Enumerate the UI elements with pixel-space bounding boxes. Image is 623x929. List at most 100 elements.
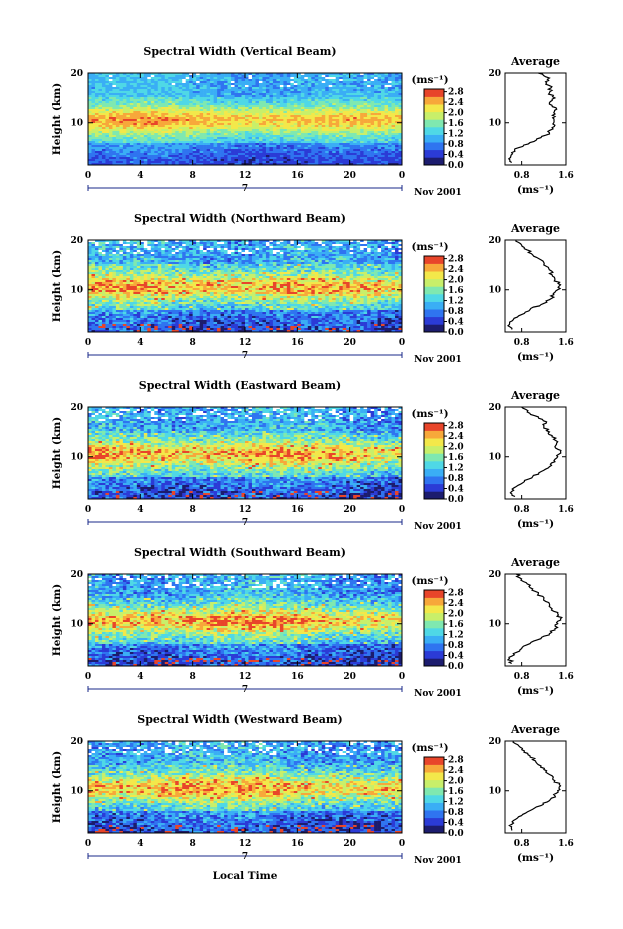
heatmap-cell [235, 95, 239, 97]
heatmap-cell [126, 111, 130, 113]
heatmap-cell [112, 246, 116, 248]
heatmap-cell [308, 115, 312, 117]
heatmap-cell [287, 153, 291, 155]
heatmap-cell [186, 254, 190, 256]
heatmap-cell [395, 143, 399, 145]
heatmap-cell [364, 85, 368, 87]
heatmap-cell [294, 147, 298, 149]
heatmap-cell [385, 254, 389, 256]
heatmap-cell [318, 91, 322, 93]
heatmap-cell [231, 159, 235, 161]
heatmap-cell [315, 244, 319, 246]
heatmap-cell [137, 252, 141, 254]
heatmap-cell [259, 105, 263, 107]
heatmap-cell [350, 141, 354, 143]
heatmap-cell [318, 248, 322, 250]
heatmap-cell [381, 157, 385, 159]
heatmap-cell [210, 125, 214, 127]
heatmap-cell [119, 119, 123, 121]
heatmap-cell [210, 109, 214, 111]
heatmap-cell [133, 139, 137, 141]
heatmap-cell [343, 153, 347, 155]
heatmap-cell [158, 83, 162, 85]
heatmap-cell [311, 105, 315, 107]
heatmap-cell [147, 250, 151, 252]
heatmap-cell [332, 97, 336, 99]
heatmap-cell [221, 135, 225, 137]
heatmap-cell [245, 81, 249, 83]
heatmap-cell [311, 131, 315, 133]
heatmap-cell [304, 139, 308, 141]
heatmap-cell [214, 91, 218, 93]
heatmap-cell [224, 75, 228, 77]
heatmap-cell [297, 99, 301, 101]
heatmap-cell [357, 91, 361, 93]
heatmap-cell [116, 119, 120, 121]
heatmap-cell [364, 125, 368, 127]
heatmap-cell [311, 248, 315, 250]
heatmap-cell [343, 101, 347, 103]
heatmap-cell [95, 131, 99, 133]
heatmap-cell [231, 93, 235, 95]
heatmap-cell [378, 107, 382, 109]
heatmap-cell [311, 115, 315, 117]
heatmap-cell [381, 111, 385, 113]
heatmap-cell [311, 79, 315, 81]
heatmap-cell [322, 93, 326, 95]
heatmap-cell [385, 153, 389, 155]
heatmap-cell [91, 157, 95, 159]
heatmap-cell [329, 103, 333, 105]
heatmap-cell [311, 123, 315, 125]
heatmap-cell [140, 137, 144, 139]
heatmap-cell [367, 101, 371, 103]
heatmap-cell [200, 85, 204, 87]
heatmap-cell [311, 145, 315, 147]
heatmap-cell [329, 83, 333, 85]
heatmap-cell [329, 97, 333, 99]
heatmap-cell [273, 79, 277, 81]
heatmap-cell [294, 95, 298, 97]
heatmap-cell [287, 139, 291, 141]
heatmap-cell [158, 137, 162, 139]
heatmap-cell [221, 81, 225, 83]
heatmap-cell [290, 135, 294, 137]
heatmap-cell [221, 127, 225, 129]
heatmap-cell [158, 95, 162, 97]
heatmap-cell [165, 83, 169, 85]
heatmap-cell [193, 155, 197, 157]
heatmap-cell [301, 145, 305, 147]
heatmap-cell [322, 137, 326, 139]
heatmap-cell [318, 87, 322, 89]
heatmap-cell [210, 111, 214, 113]
heatmap-cell [116, 159, 120, 161]
heatmap-cell [332, 133, 336, 135]
heatmap-cell [221, 85, 225, 87]
heatmap-cell [308, 129, 312, 131]
heatmap-cell [304, 153, 308, 155]
heatmap-cell [123, 79, 127, 81]
heatmap-cell [287, 254, 291, 256]
heatmap-cell [325, 97, 329, 99]
heatmap-cell [290, 87, 294, 89]
heatmap-cell [203, 103, 207, 105]
heatmap-cell [217, 121, 221, 123]
heatmap-cell [130, 117, 134, 119]
heatmap-cell [235, 107, 239, 109]
heatmap-cell [252, 147, 256, 149]
heatmap-cell [158, 125, 162, 127]
heatmap-cell [193, 145, 197, 147]
heatmap-cell [175, 256, 179, 258]
heatmap-cell [283, 123, 287, 125]
heatmap-cell [266, 81, 270, 83]
heatmap-cell [133, 161, 137, 163]
heatmap-cell [182, 131, 186, 133]
heatmap-cell [189, 145, 193, 147]
heatmap-cell [364, 79, 368, 81]
heatmap-cell [245, 79, 249, 81]
heatmap-cell [91, 105, 95, 107]
heatmap-cell [259, 111, 263, 113]
heatmap-cell [308, 121, 312, 123]
heatmap-cell [269, 151, 273, 153]
heatmap-cell [182, 117, 186, 119]
heatmap-cell [112, 115, 116, 117]
